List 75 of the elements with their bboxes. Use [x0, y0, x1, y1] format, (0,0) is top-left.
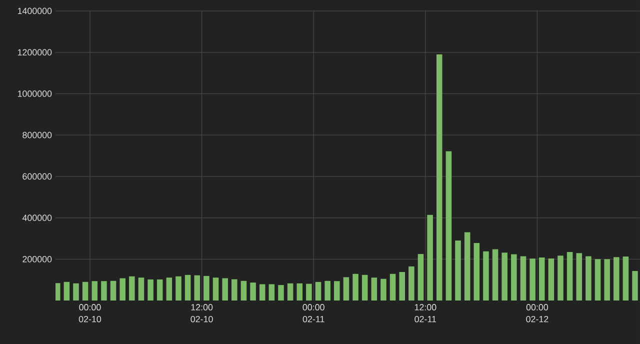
bar: [380, 278, 386, 300]
bar: [371, 277, 378, 300]
bar: [502, 252, 508, 300]
bar: [324, 280, 330, 300]
x-tick-label: 00:00 02-12: [526, 304, 548, 322]
bar: [64, 282, 70, 300]
bar: [390, 274, 396, 300]
y-tick-label: 1000000: [18, 90, 52, 97]
y-tick-label: 600000: [22, 173, 52, 180]
x-tick-label: 00:00 02-11: [302, 304, 324, 322]
bar: [548, 258, 554, 300]
x-tick-label: 12:00 02-10: [190, 304, 213, 322]
bar: [194, 275, 200, 300]
bar: [464, 232, 470, 300]
bar: [511, 254, 517, 300]
bar: [622, 256, 629, 300]
bar: [530, 258, 536, 300]
bar: [352, 274, 358, 300]
bar: [418, 254, 424, 300]
bar: [492, 249, 498, 300]
bar: [204, 276, 210, 300]
bar: [399, 272, 405, 300]
y-tick-label: 200000: [22, 256, 52, 262]
y-tick-label: 400000: [22, 214, 52, 221]
bar: [73, 283, 79, 300]
bar: [184, 274, 191, 300]
bar: [566, 252, 573, 300]
bar: [604, 259, 610, 300]
bar: [287, 283, 294, 300]
bar: [427, 214, 433, 300]
bar: [120, 278, 126, 300]
bar: [138, 277, 144, 300]
bar: [446, 151, 452, 300]
bar: [232, 279, 238, 300]
y-tick-label: 800000: [22, 132, 52, 138]
bar: [520, 256, 526, 300]
bar: [110, 280, 116, 300]
bar: [558, 255, 564, 300]
bar: [156, 279, 163, 300]
x-tick-label: 12:00 02-11: [414, 304, 436, 322]
bar: [82, 282, 88, 300]
bar: [474, 242, 480, 300]
bar: [586, 256, 592, 300]
bar: [259, 284, 266, 300]
bar: [250, 282, 256, 300]
bar: [594, 259, 601, 300]
bar: [101, 280, 107, 300]
bar: [222, 278, 228, 300]
bar: [334, 280, 340, 300]
bar: [436, 54, 442, 300]
bar: [129, 276, 135, 300]
bar: [176, 276, 182, 300]
bar: [166, 277, 172, 300]
bar: [92, 280, 98, 300]
bar: [212, 277, 219, 300]
bar: [343, 277, 350, 300]
bar: [306, 284, 312, 300]
bar: [315, 282, 322, 300]
y-tick-label: 1200000: [18, 48, 52, 56]
y-tick-label: 1400000: [18, 8, 52, 14]
bar: [632, 270, 638, 300]
bar: [576, 253, 582, 300]
bar: [148, 279, 154, 300]
bar: [408, 266, 414, 300]
bar: [614, 256, 620, 300]
bar: [538, 257, 545, 300]
x-tick-label: 00:00 02-10: [78, 304, 102, 322]
bar: [455, 240, 461, 300]
bar: [296, 283, 303, 300]
bar: [268, 284, 275, 300]
bar: [362, 274, 368, 300]
bar: [483, 251, 489, 300]
bar: [56, 283, 60, 300]
bar: [278, 284, 284, 300]
bar: [240, 280, 247, 300]
